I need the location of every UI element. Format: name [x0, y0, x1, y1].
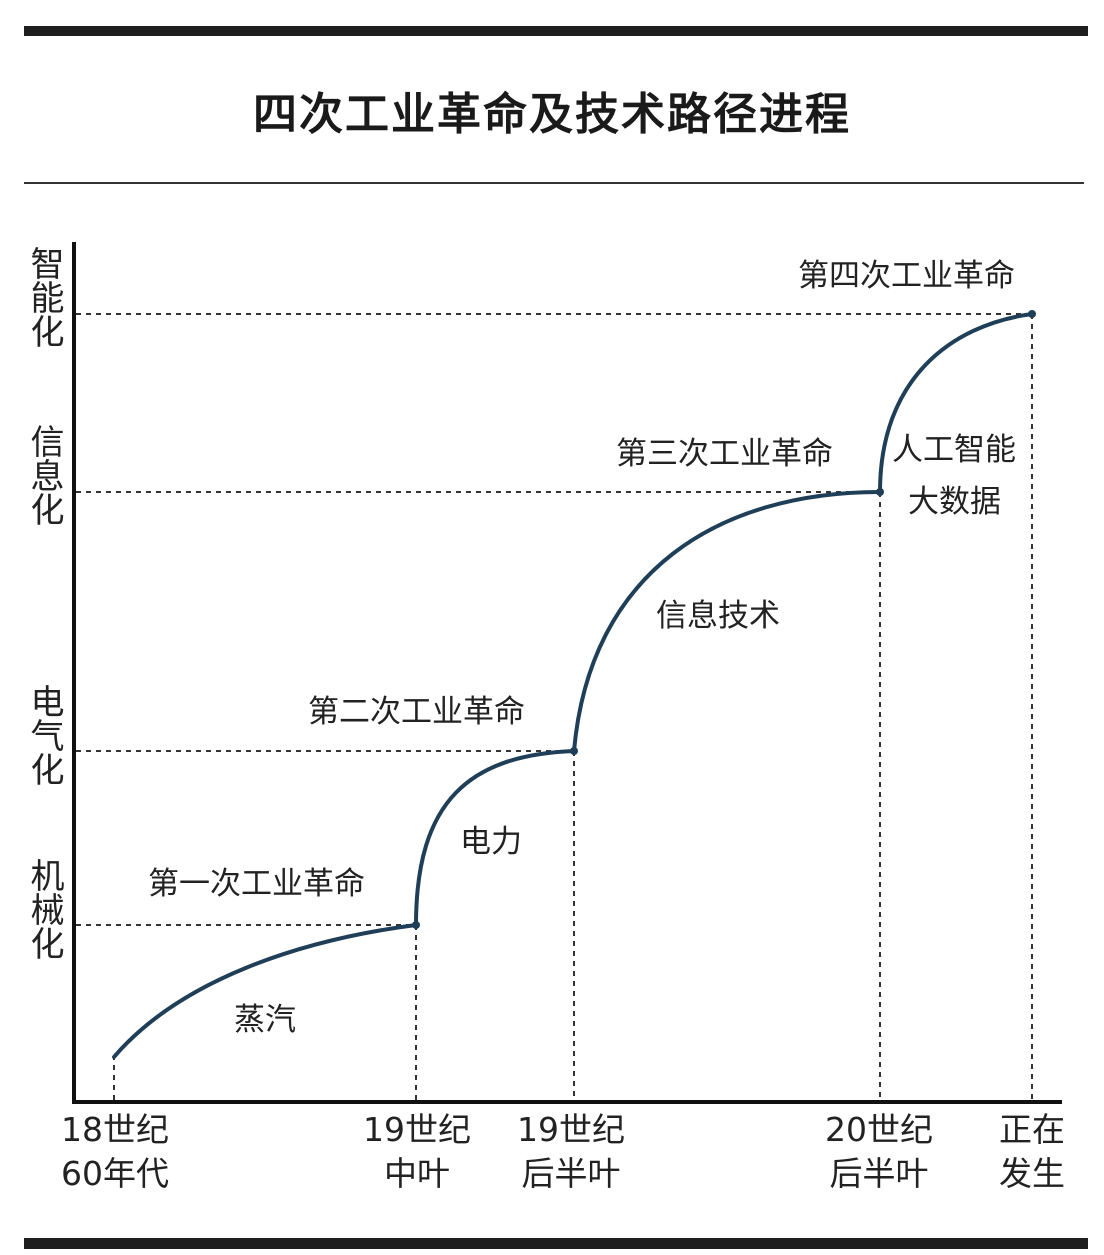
curve-information [572, 490, 882, 753]
y-label-information: 信息化 [24, 424, 64, 526]
x-tick-19c-late: 19世纪 后半叶 [506, 1108, 636, 1196]
revolution-4-tech-line1: 人工智能 [892, 432, 1016, 468]
x-tick-19c-late-line2: 后半叶 [521, 1154, 621, 1193]
point-information [876, 488, 884, 496]
diagram-title: 四次工业革命及技术路径进程 [253, 89, 851, 140]
x-tick-now-line2: 发生 [999, 1154, 1065, 1193]
curve-electric [414, 749, 576, 927]
revolution-3-name: 第三次工业革命 [616, 436, 833, 472]
x-tick-19c-mid: 19世纪 中叶 [352, 1108, 482, 1196]
point-mechanical [412, 921, 420, 929]
revolution-4-name: 第四次工业革命 [798, 258, 1015, 294]
x-tick-18c-line2: 60年代 [61, 1154, 169, 1193]
title-divider [24, 182, 1084, 184]
x-tick-now-line1: 正在 [999, 1110, 1065, 1149]
x-tick-18c: 18世纪 60年代 [50, 1108, 180, 1196]
bottom-border-bar [24, 1238, 1088, 1249]
x-tick-20c-late-line2: 后半叶 [829, 1154, 929, 1193]
x-tick-now: 正在 发生 [984, 1108, 1080, 1196]
y-label-mechanical: 机械化 [24, 858, 64, 960]
y-label-electric: 电气化 [24, 684, 64, 786]
revolution-3-tech: 信息技术 [656, 598, 780, 634]
revolution-1-tech: 蒸汽 [234, 1002, 296, 1038]
y-label-intelligent: 智能化 [24, 246, 64, 348]
curve-steam [112, 923, 418, 1059]
x-tick-19c-mid-line1: 19世纪 [363, 1110, 471, 1149]
x-tick-19c-mid-line2: 中叶 [384, 1154, 450, 1193]
point-electric [570, 747, 578, 755]
x-tick-19c-late-line1: 19世纪 [517, 1110, 625, 1149]
top-border-bar [24, 26, 1088, 36]
revolution-2-tech: 电力 [460, 824, 522, 860]
revolution-2-name: 第二次工业革命 [308, 694, 525, 730]
x-tick-20c-late: 20世纪 后半叶 [812, 1108, 946, 1196]
point-intelligent [1028, 310, 1036, 318]
x-tick-20c-late-line1: 20世纪 [825, 1110, 933, 1149]
revolution-1-name: 第一次工业革命 [148, 866, 365, 902]
x-tick-18c-line1: 18世纪 [61, 1110, 169, 1149]
curve-ai [878, 312, 1034, 494]
revolution-4-tech-line2: 大数据 [908, 484, 1001, 520]
